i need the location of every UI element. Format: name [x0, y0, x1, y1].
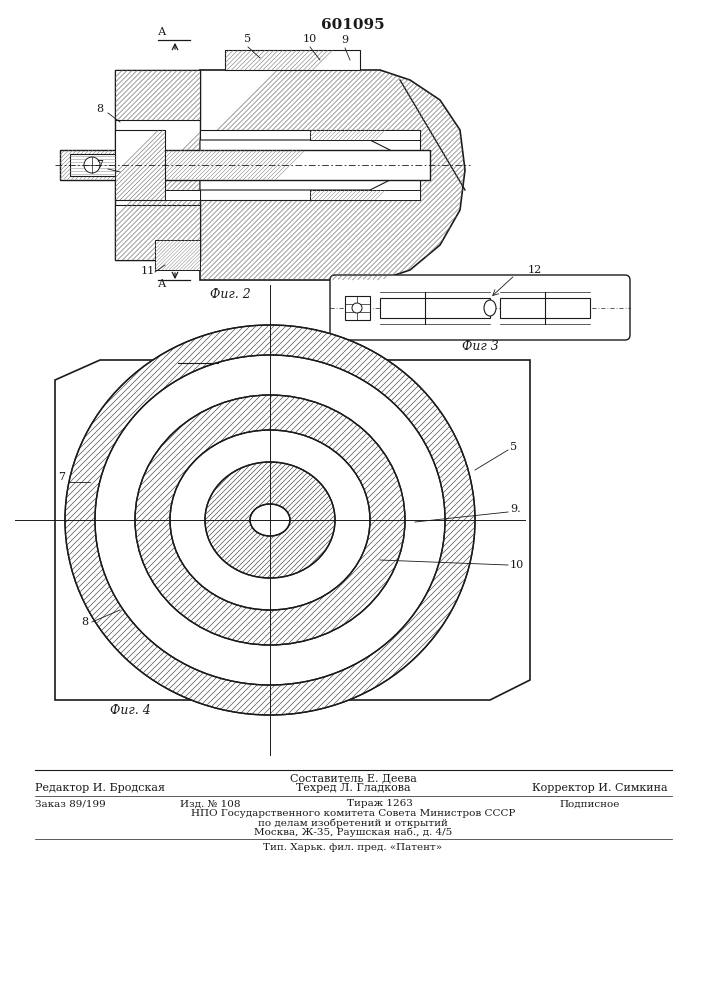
- Polygon shape: [200, 130, 420, 200]
- Text: Тип. Харьк. фил. пред. «Патент»: Тип. Харьк. фил. пред. «Патент»: [264, 844, 443, 852]
- Ellipse shape: [250, 504, 290, 536]
- Text: 9.: 9.: [510, 504, 520, 514]
- Text: А – А: А – А: [182, 354, 215, 366]
- Text: Фиг. 2: Фиг. 2: [209, 288, 250, 302]
- Text: Техред Л. Гладкова: Техред Л. Гладкова: [296, 783, 410, 793]
- Polygon shape: [200, 70, 465, 280]
- Polygon shape: [155, 240, 200, 270]
- Text: 12: 12: [528, 265, 542, 275]
- Text: Фиг 3: Фиг 3: [462, 340, 498, 354]
- Bar: [345, 296, 370, 320]
- Polygon shape: [115, 70, 200, 260]
- Text: 5: 5: [510, 442, 517, 452]
- Text: Корректор И. Симкина: Корректор И. Симкина: [532, 783, 668, 793]
- Text: 9: 9: [341, 35, 349, 45]
- Text: 8: 8: [96, 104, 103, 114]
- Text: 601095: 601095: [321, 18, 385, 32]
- Polygon shape: [60, 150, 430, 180]
- Text: 10: 10: [510, 560, 525, 570]
- Polygon shape: [55, 360, 530, 700]
- Ellipse shape: [170, 430, 370, 610]
- Ellipse shape: [135, 395, 405, 645]
- Polygon shape: [115, 205, 200, 260]
- Text: А: А: [158, 279, 166, 289]
- Ellipse shape: [65, 325, 475, 715]
- Text: Заказ 89/199: Заказ 89/199: [35, 800, 105, 808]
- Polygon shape: [115, 70, 200, 120]
- Bar: [380, 298, 490, 318]
- Polygon shape: [115, 130, 165, 200]
- Text: Составитель Е. Деева: Составитель Е. Деева: [290, 773, 416, 783]
- Text: 11: 11: [141, 266, 155, 276]
- Circle shape: [352, 303, 362, 313]
- Polygon shape: [225, 50, 360, 70]
- FancyBboxPatch shape: [330, 275, 630, 340]
- Text: Москва, Ж-35, Раушская наб., д. 4/5: Москва, Ж-35, Раушская наб., д. 4/5: [254, 827, 452, 837]
- Text: 5: 5: [245, 34, 252, 44]
- Text: Редактор И. Бродская: Редактор И. Бродская: [35, 783, 165, 793]
- Ellipse shape: [484, 300, 496, 316]
- Text: Фиг. 4: Фиг. 4: [110, 704, 151, 716]
- Ellipse shape: [95, 355, 445, 685]
- Text: 10: 10: [303, 34, 317, 44]
- Text: А: А: [158, 27, 166, 37]
- Text: Подписное: Подписное: [560, 800, 620, 808]
- Text: Тираж 1263: Тираж 1263: [347, 800, 413, 808]
- Polygon shape: [70, 154, 115, 176]
- Ellipse shape: [205, 462, 335, 578]
- Text: по делам изобретений и открытий: по делам изобретений и открытий: [258, 818, 448, 828]
- Polygon shape: [310, 130, 420, 140]
- Polygon shape: [200, 140, 395, 190]
- Polygon shape: [310, 190, 420, 200]
- Circle shape: [84, 157, 100, 173]
- Text: НПО Государственного комитета Совета Министров СССР: НПО Государственного комитета Совета Мин…: [191, 810, 515, 818]
- Text: 7: 7: [96, 160, 103, 170]
- Bar: [500, 298, 590, 318]
- Text: 8: 8: [81, 617, 88, 627]
- Polygon shape: [165, 190, 200, 200]
- Text: Изд. № 108: Изд. № 108: [180, 800, 240, 808]
- Text: 7: 7: [59, 472, 66, 482]
